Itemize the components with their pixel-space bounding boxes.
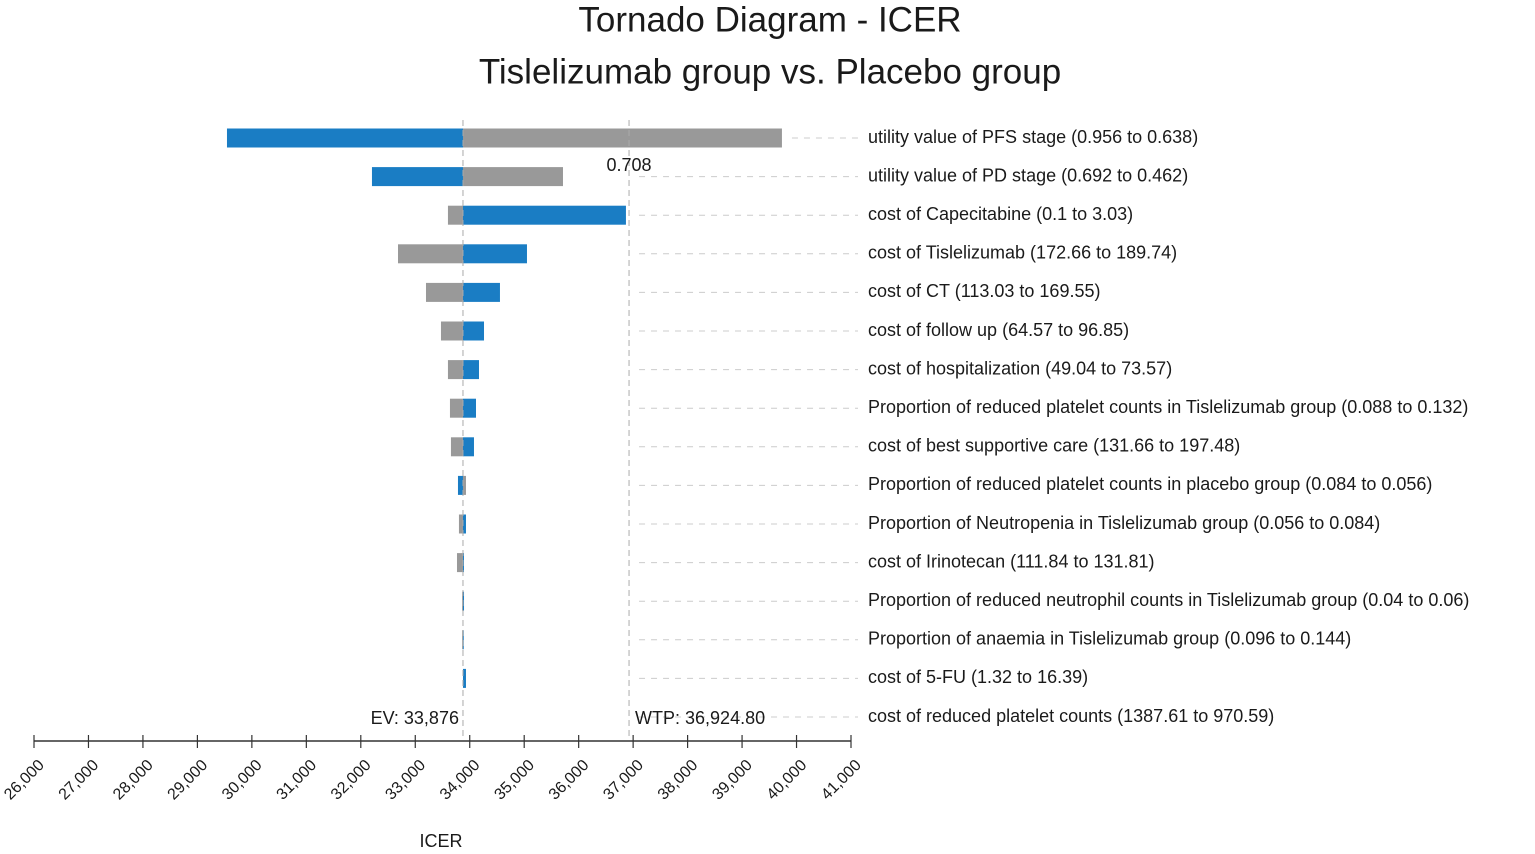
bar — [458, 514, 463, 534]
bar — [462, 398, 476, 418]
ev-label: EV: 33,876 — [371, 708, 459, 728]
bar — [440, 321, 463, 341]
category-label: cost of best supportive care (131.66 to … — [868, 436, 1240, 456]
category-label: Proportion of reduced platelet counts in… — [868, 397, 1468, 417]
bar — [462, 321, 485, 341]
category-label: cost of follow up (64.57 to 96.85) — [868, 320, 1129, 340]
bar — [462, 591, 465, 611]
x-tick-label: 26,000 — [1, 757, 48, 804]
x-tick-label: 30,000 — [219, 757, 266, 804]
x-tick-label: 41,000 — [818, 757, 865, 804]
category-label: Proportion of anaemia in Tislelizumab gr… — [868, 629, 1351, 649]
category-label: utility value of PFS stage (0.956 to 0.6… — [868, 127, 1198, 147]
wtp-label: WTP: 36,924.80 — [635, 708, 765, 728]
bar — [456, 553, 463, 573]
bar — [462, 282, 500, 302]
bar — [462, 630, 463, 650]
bar — [398, 244, 463, 264]
x-tick-label: 31,000 — [274, 757, 321, 804]
category-label: Proportion of Neutropenia in Tislelizuma… — [868, 513, 1380, 533]
x-tick-label: 28,000 — [110, 757, 157, 804]
category-label: cost of hospitalization (49.04 to 73.57) — [868, 358, 1172, 378]
category-label: utility value of PD stage (0.692 to 0.46… — [868, 165, 1188, 185]
x-axis-label: ICER — [419, 831, 462, 851]
chart-title: Tornado Diagram - ICER — [578, 0, 961, 39]
category-label: cost of Tislelizumab (172.66 to 189.74) — [868, 243, 1177, 263]
x-tick-label: 32,000 — [328, 757, 375, 804]
chart-subtitle: Tislelizumab group vs. Placebo group — [479, 52, 1061, 91]
bar — [449, 398, 463, 418]
x-tick-label: 37,000 — [600, 757, 647, 804]
category-label: cost of reduced platelet counts (1387.61… — [868, 706, 1274, 726]
bar — [371, 167, 463, 187]
bar — [450, 437, 463, 457]
bar — [462, 668, 466, 688]
bar — [457, 475, 463, 495]
bar — [462, 244, 527, 264]
bar — [447, 205, 463, 225]
category-label: Proportion of reduced platelet counts in… — [868, 474, 1432, 494]
bar — [462, 167, 563, 187]
bar — [425, 282, 463, 302]
bar — [462, 360, 479, 380]
x-tick-label: 29,000 — [165, 757, 212, 804]
category-label: cost of Irinotecan (111.84 to 131.81) — [868, 551, 1155, 571]
bar — [462, 205, 626, 225]
bar — [462, 128, 782, 148]
category-label: cost of Capecitabine (0.1 to 3.03) — [868, 204, 1133, 224]
bar — [462, 630, 464, 650]
x-tick-label: 36,000 — [546, 757, 593, 804]
x-tick-label: 35,000 — [491, 757, 538, 804]
x-tick-label: 40,000 — [764, 757, 811, 804]
category-label: Proportion of reduced neutrophil counts … — [868, 590, 1469, 610]
annotation: 0.708 — [607, 155, 652, 175]
bar — [226, 128, 463, 148]
bar — [447, 360, 463, 380]
x-tick-label: 39,000 — [709, 757, 756, 804]
x-tick-label: 33,000 — [382, 757, 429, 804]
category-label: cost of 5-FU (1.32 to 16.39) — [868, 667, 1088, 687]
bar — [462, 437, 474, 457]
bar — [462, 514, 466, 534]
x-tick-label: 27,000 — [56, 757, 103, 804]
x-tick-label: 38,000 — [655, 757, 702, 804]
bar — [462, 475, 466, 495]
x-tick-label: 34,000 — [437, 757, 484, 804]
category-label: cost of CT (113.03 to 169.55) — [868, 281, 1100, 301]
